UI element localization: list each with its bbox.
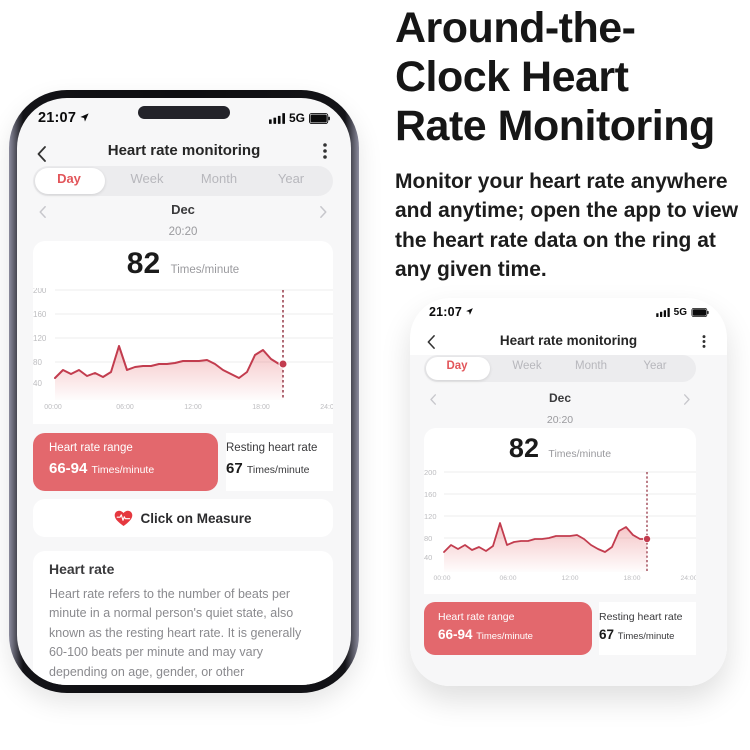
svg-text:80: 80 <box>33 358 42 367</box>
svg-text:06:00: 06:00 <box>116 404 134 411</box>
svg-text:160: 160 <box>424 490 437 499</box>
svg-text:24:00: 24:00 <box>680 575 696 582</box>
svg-text:160: 160 <box>33 310 47 319</box>
svg-text:200: 200 <box>424 470 437 477</box>
svg-text:12:00: 12:00 <box>184 404 202 411</box>
svg-text:40: 40 <box>33 379 42 388</box>
svg-text:24:00: 24:00 <box>320 404 333 411</box>
svg-text:00:00: 00:00 <box>44 404 62 411</box>
svg-text:18:00: 18:00 <box>623 575 640 582</box>
svg-text:40: 40 <box>424 553 432 562</box>
svg-text:200: 200 <box>33 288 47 295</box>
svg-text:06:00: 06:00 <box>499 575 516 582</box>
svg-text:120: 120 <box>424 512 437 521</box>
svg-text:18:00: 18:00 <box>252 404 270 411</box>
svg-text:00:00: 00:00 <box>433 575 450 582</box>
svg-text:80: 80 <box>424 534 432 543</box>
svg-text:120: 120 <box>33 334 47 343</box>
svg-text:12:00: 12:00 <box>561 575 578 582</box>
